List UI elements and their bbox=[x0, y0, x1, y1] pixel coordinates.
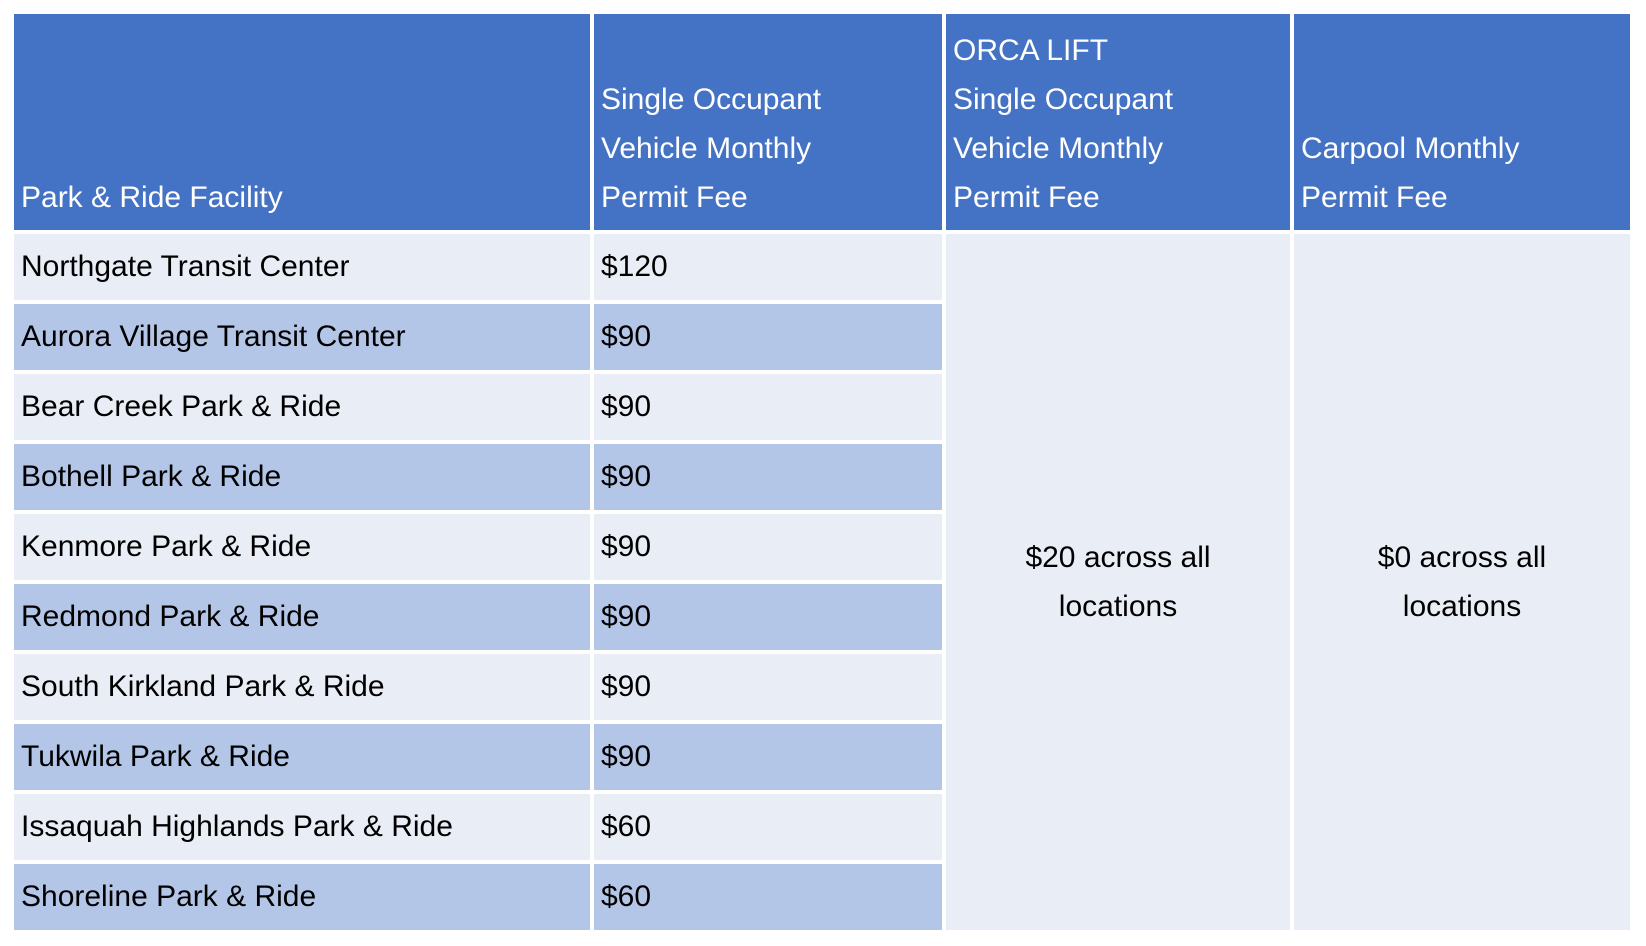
facility-cell: Tukwila Park & Ride bbox=[14, 724, 590, 790]
sov-fee-cell: $90 bbox=[594, 374, 942, 440]
orca-lift-note-cell: $20 across all locations bbox=[946, 234, 1290, 930]
facility-cell: Redmond Park & Ride bbox=[14, 584, 590, 650]
facility-cell: Aurora Village Transit Center bbox=[14, 304, 590, 370]
facility-cell: Issaquah Highlands Park & Ride bbox=[14, 794, 590, 860]
facility-cell: Northgate Transit Center bbox=[14, 234, 590, 300]
table-row: Aurora Village Transit Center $90 bbox=[14, 304, 1630, 370]
sov-fee-cell: $60 bbox=[594, 864, 942, 930]
table-row: South Kirkland Park & Ride $90 bbox=[14, 654, 1630, 720]
carpool-note: $0 across all locations bbox=[1377, 541, 1547, 623]
table-header-row: Park & Ride Facility Single Occupant Veh… bbox=[14, 14, 1630, 230]
sov-fee-cell: $90 bbox=[594, 514, 942, 580]
table-row: Issaquah Highlands Park & Ride $60 bbox=[14, 794, 1630, 860]
header-facility: Park & Ride Facility bbox=[14, 14, 590, 230]
table-row: Shoreline Park & Ride $60 bbox=[14, 864, 1630, 930]
header-carpool-monthly-fee: Carpool Monthly Permit Fee bbox=[1294, 14, 1630, 230]
facility-cell: Kenmore Park & Ride bbox=[14, 514, 590, 580]
facility-cell: South Kirkland Park & Ride bbox=[14, 654, 590, 720]
sov-fee-cell: $90 bbox=[594, 654, 942, 720]
sov-fee-cell: $90 bbox=[594, 444, 942, 510]
facility-cell: Bothell Park & Ride bbox=[14, 444, 590, 510]
header-sov-monthly-fee: Single Occupant Vehicle Monthly Permit F… bbox=[594, 14, 942, 230]
park-and-ride-fee-table: Park & Ride Facility Single Occupant Veh… bbox=[10, 10, 1634, 934]
sov-fee-cell: $90 bbox=[594, 724, 942, 790]
table-body: Northgate Transit Center $120 $20 across a… bbox=[14, 234, 1630, 930]
table-row: Redmond Park & Ride $90 bbox=[14, 584, 1630, 650]
sov-fee-cell: $90 bbox=[594, 584, 942, 650]
sov-fee-cell: $60 bbox=[594, 794, 942, 860]
sov-fee-cell: $120 bbox=[594, 234, 942, 300]
table-row: Bothell Park & Ride $90 bbox=[14, 444, 1630, 510]
table-row: Tukwila Park & Ride $90 bbox=[14, 724, 1630, 790]
orca-lift-note: $20 across all locations bbox=[1025, 541, 1211, 623]
table-row: Bear Creek Park & Ride $90 bbox=[14, 374, 1630, 440]
table-row: Northgate Transit Center $120 $20 across a… bbox=[14, 234, 1630, 930]
sov-fee-cell: $90 bbox=[594, 304, 942, 370]
carpool-note-cell: $0 across all locations bbox=[1294, 234, 1630, 930]
facility-cell: Shoreline Park & Ride bbox=[14, 864, 590, 930]
facility-cell: Bear Creek Park & Ride bbox=[14, 374, 590, 440]
table-row: Kenmore Park & Ride $90 bbox=[14, 514, 1630, 580]
header-orca-lift-sov-monthly-fee: ORCA LIFT Single Occupant Vehicle Monthl… bbox=[946, 14, 1290, 230]
